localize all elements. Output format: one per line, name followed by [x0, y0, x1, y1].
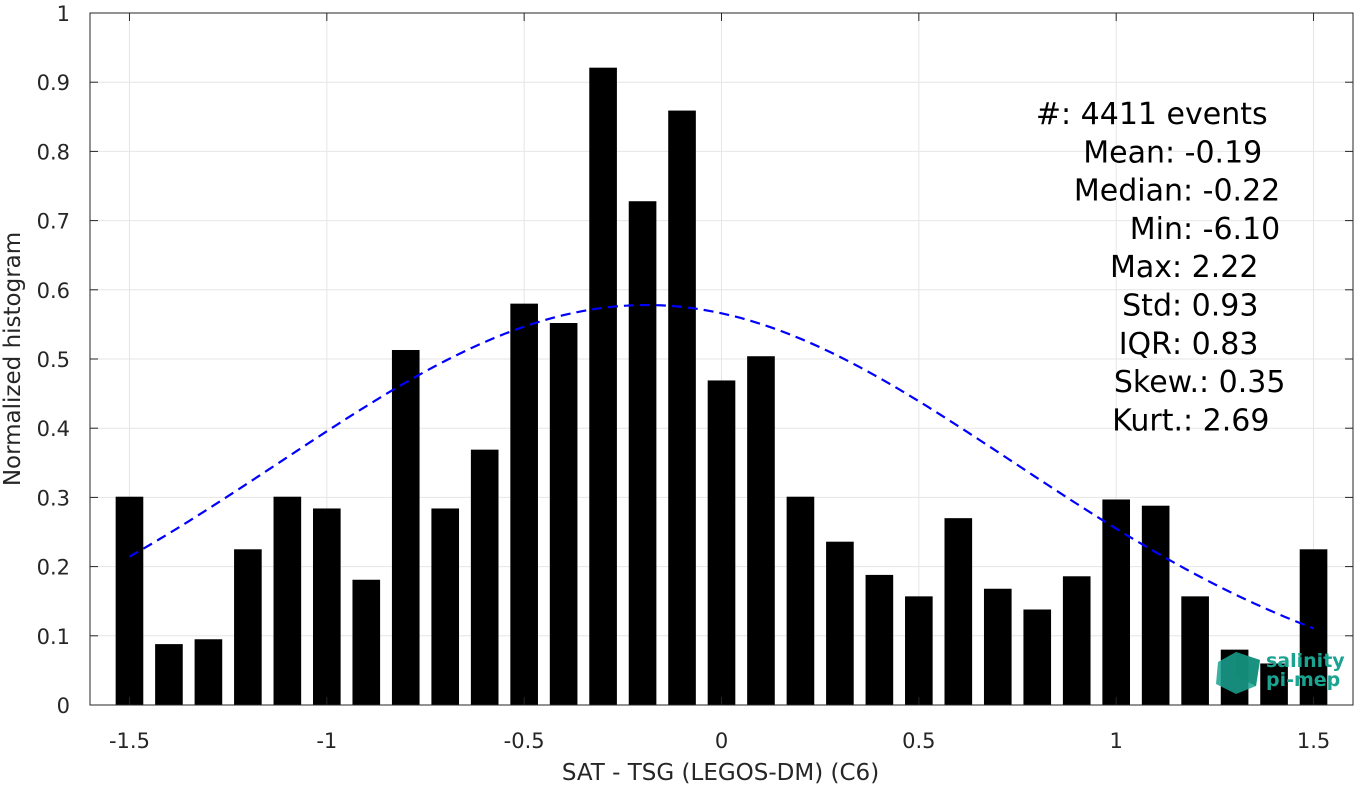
- histogram-bar: [747, 356, 775, 705]
- histogram-bar: [391, 350, 420, 705]
- histogram-bar: [312, 508, 341, 705]
- x-tick-label: 0: [715, 729, 728, 753]
- histogram-bar: [983, 588, 1012, 705]
- histogram-bar: [115, 496, 144, 705]
- histogram-bar: [707, 380, 736, 705]
- x-tick-label: -1.5: [109, 729, 150, 753]
- histogram-bar: [628, 201, 657, 705]
- stat-value: : 2.22: [1172, 250, 1258, 285]
- y-tick-label: 0.9: [37, 71, 70, 95]
- y-tick-label: 0.4: [37, 417, 70, 441]
- stat-label: Min: [1130, 212, 1183, 247]
- histogram-bar: [589, 67, 617, 706]
- histogram-bar: [1023, 609, 1052, 705]
- histogram-bar: [470, 449, 499, 705]
- x-tick-labels: -1.5 -1 -0.5 0 0.5 1 1.5: [109, 729, 1330, 753]
- y-tick-labels: 0 0.1 0.2 0.3 0.4 0.5 0.6 0.7 0.8 0.9 1: [37, 2, 70, 718]
- stat-label: Std: [1122, 289, 1172, 324]
- histogram-bar: [352, 579, 381, 705]
- histogram-bar: [905, 596, 933, 705]
- salinity-pimep-logo: salinity pi-mep: [1216, 650, 1345, 694]
- stat-value: : 4411 events: [1061, 97, 1268, 132]
- stat-label: Mean: [1083, 135, 1165, 170]
- histogram-bar: [510, 303, 538, 705]
- y-tick-label: 0: [57, 694, 70, 718]
- histogram-bar: [786, 496, 815, 705]
- histogram-bar: [273, 496, 302, 705]
- stat-value: : -0.22: [1183, 174, 1280, 209]
- gaussian-fit-curve: [128, 303, 1314, 630]
- y-tick-label: 0.1: [37, 625, 70, 649]
- logo-text-salinity: salinity: [1266, 650, 1345, 672]
- histogram-bar: [1181, 596, 1209, 705]
- stat-value: : 0.35: [1199, 365, 1285, 400]
- histogram-bar: [234, 549, 262, 705]
- histogram-bar: [865, 574, 894, 705]
- histogram-bar: [826, 541, 854, 705]
- y-tick-label: 0.5: [37, 348, 70, 372]
- axis-ticks: [90, 12, 1353, 706]
- stat-value: : 0.83: [1172, 327, 1258, 362]
- histogram-bar: [1102, 499, 1131, 705]
- histogram-bar: [194, 639, 223, 705]
- y-tick-label: 0.6: [37, 279, 70, 303]
- y-axis-title: Normalized histogram: [0, 232, 26, 486]
- y-tick-label: 0.2: [37, 556, 70, 580]
- stat-label: Kurt.: [1112, 403, 1183, 438]
- stat-value: : -6.10: [1183, 212, 1280, 247]
- y-tick-label: 0.8: [37, 140, 70, 164]
- x-tick-label: -1: [316, 729, 337, 753]
- y-tick-label: 0.7: [37, 210, 70, 234]
- histogram-bar: [1141, 505, 1170, 705]
- histogram-bar: [155, 644, 183, 705]
- x-tick-label: -0.5: [504, 729, 545, 753]
- stat-label: #: [1036, 97, 1061, 132]
- y-tick-label: 1: [57, 2, 70, 26]
- x-tick-label: 1.5: [1297, 729, 1330, 753]
- x-tick-label: 1: [1110, 729, 1123, 753]
- histogram-bar: [1260, 663, 1288, 705]
- logo-text-pimep: pi-mep: [1266, 669, 1340, 691]
- y-tick-label: 0.3: [37, 486, 70, 510]
- stat-value: : 2.69: [1183, 403, 1269, 438]
- stat-value: : -0.19: [1165, 135, 1262, 170]
- histogram-bar: [944, 518, 973, 705]
- histogram-bars: [115, 67, 1328, 706]
- x-tick-label: 0.5: [902, 729, 935, 753]
- stat-value: : 0.93: [1172, 289, 1258, 324]
- stat-label: Max: [1110, 250, 1172, 285]
- x-axis-title: SAT - TSG (LEGOS-DM) (C6): [562, 760, 879, 785]
- histogram-bar: [668, 110, 696, 705]
- stat-label: IQR: [1119, 327, 1172, 362]
- stat-label: Skew.: [1114, 365, 1199, 400]
- histogram-bar: [431, 508, 460, 705]
- stat-label: Median: [1074, 174, 1183, 209]
- logo-cube-face: [1236, 652, 1260, 686]
- histogram-bar: [549, 323, 578, 705]
- histogram-bar: [1062, 576, 1091, 705]
